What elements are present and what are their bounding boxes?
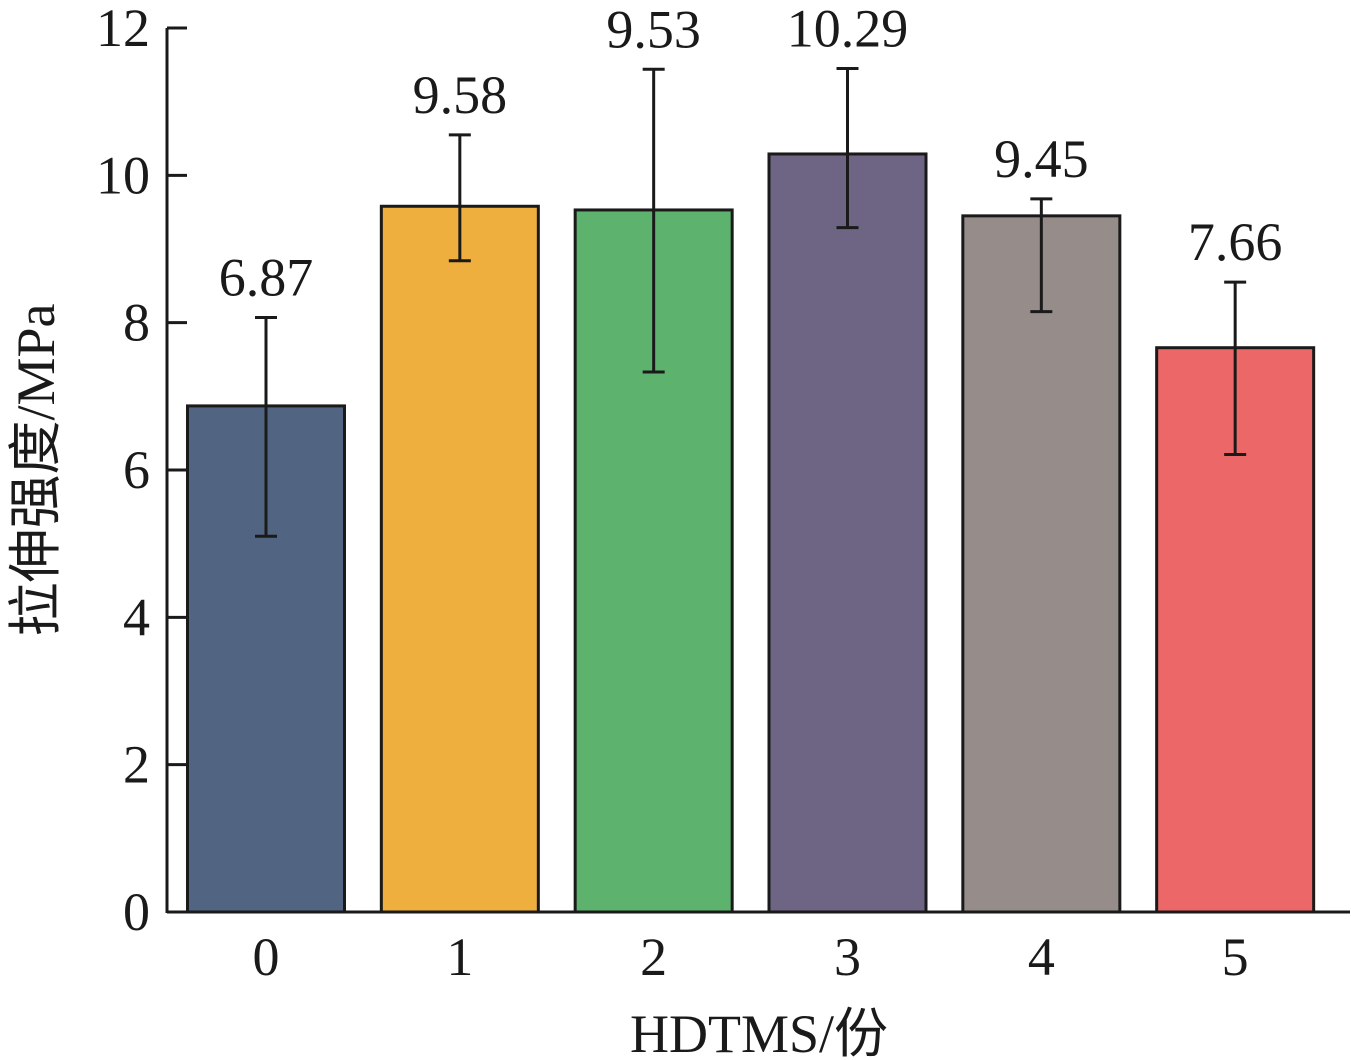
y-tick-label-12: 12 xyxy=(96,0,150,58)
y-tick-label-2: 2 xyxy=(123,735,150,795)
x-tick-label-3: 3 xyxy=(834,927,861,987)
value-label-3: 10.29 xyxy=(787,0,909,59)
value-label-0: 6.87 xyxy=(219,248,314,308)
y-tick-label-8: 8 xyxy=(123,293,150,353)
x-tick-label-2: 2 xyxy=(640,927,667,987)
y-tick-label-10: 10 xyxy=(96,145,150,205)
error-bar-0 xyxy=(255,316,277,538)
value-label-2: 9.53 xyxy=(606,0,701,59)
value-label-4: 9.45 xyxy=(994,129,1089,189)
x-tick-label-4: 4 xyxy=(1028,927,1055,987)
bar-3 xyxy=(767,152,928,914)
value-labels-layer: 6.87 9.58 9.53 10.29 9.45 7.66 xyxy=(219,0,1283,308)
y-ticks-layer: 0 2 4 6 8 10 12 xyxy=(96,0,187,942)
x-axis-title: HDTMS/份 xyxy=(630,1004,888,1060)
y-axis-title: 拉伸强度/MPa xyxy=(6,303,66,636)
x-tick-label-5: 5 xyxy=(1222,927,1249,987)
x-ticks-layer: 0 1 2 3 4 5 xyxy=(253,927,1249,987)
bar-4 xyxy=(961,214,1122,914)
bars-layer xyxy=(186,152,1316,914)
error-bar-3 xyxy=(836,67,859,230)
x-tick-label-0: 0 xyxy=(253,927,280,987)
x-tick-label-1: 1 xyxy=(446,927,473,987)
bar-1 xyxy=(379,204,540,914)
error-bars-layer xyxy=(255,67,1247,538)
error-bar-5 xyxy=(1224,280,1247,457)
error-bar-1 xyxy=(448,133,471,263)
value-label-1: 9.58 xyxy=(413,65,508,125)
y-tick-label-6: 6 xyxy=(123,440,150,500)
y-tick-label-4: 4 xyxy=(123,587,150,647)
y-tick-label-0: 0 xyxy=(123,882,150,942)
error-bar-4 xyxy=(1030,197,1053,314)
error-bar-2 xyxy=(642,67,665,374)
value-label-5: 7.66 xyxy=(1188,212,1283,272)
